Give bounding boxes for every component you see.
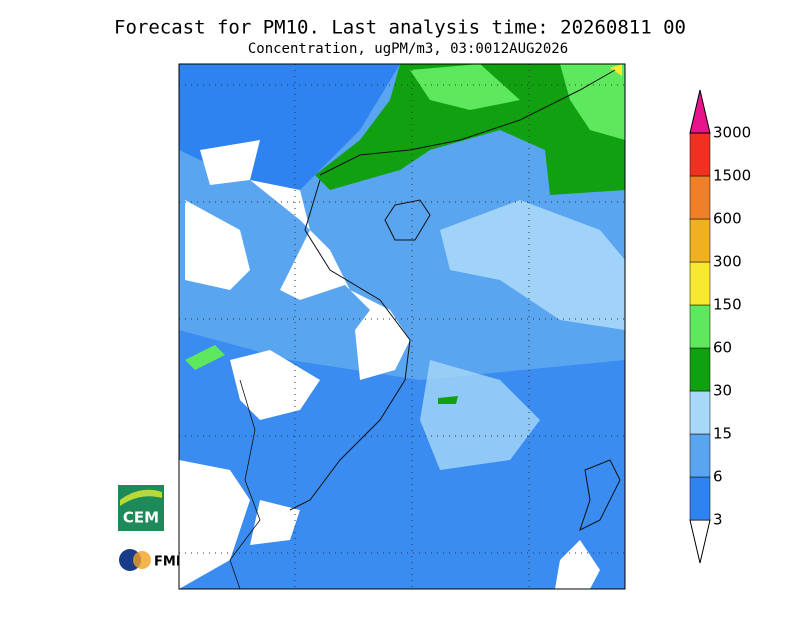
title: Forecast for PM10. Last analysis time: 2… [114,17,686,39]
island [384,199,431,241]
logo-fmi: FMI [119,549,181,571]
level-label: 15 [713,425,732,443]
color-bin [689,347,711,392]
island [579,459,621,531]
yellow-spot [610,64,622,76]
map [178,63,626,590]
coastline [289,179,411,511]
subtitle: Concentration, ugPM/m3, 03:0012AUG2026 [248,41,568,57]
level-label: 30 [713,382,732,400]
cloud-free [200,140,260,185]
color-bin [689,175,711,220]
color-bin [689,390,711,435]
green-spot [185,345,225,370]
level-label: 150 [713,296,742,314]
over-triangle [689,89,711,134]
logo-swoosh [120,489,162,506]
color-bin [689,433,711,478]
coastline [229,379,261,589]
green-light [410,64,520,110]
map-frame [178,63,626,590]
logo-text: CEM [123,509,159,527]
cloud-free [250,500,300,545]
light-patch [420,360,540,470]
green-spot [438,396,458,404]
level-label: 3000 [713,124,751,142]
level-label: 1500 [713,167,751,185]
color-bin [689,132,711,177]
cloud-free [555,540,600,589]
color-bin [689,218,711,263]
cloud-free [230,350,320,420]
level-label: 60 [713,339,732,357]
logo-globe [133,551,151,569]
level-label: 300 [713,253,742,271]
color-bin [689,304,711,349]
color-bin [689,476,711,521]
colorbar: 3 6 15 30 60 150 300 600 1500 3000 [689,89,751,564]
color-bin [689,261,711,306]
cloud-free [250,180,410,380]
level-label: 600 [713,210,742,228]
green-light [560,64,625,140]
level-label: 6 [713,468,723,486]
logo-cem: CEM [118,485,164,531]
coastline [319,69,616,176]
logo-text: FMI [154,555,181,570]
cloud-free [185,200,250,290]
light-patch [440,200,625,330]
green-area [315,64,625,195]
cloud-free [179,460,250,589]
level-label: 3 [713,511,723,529]
